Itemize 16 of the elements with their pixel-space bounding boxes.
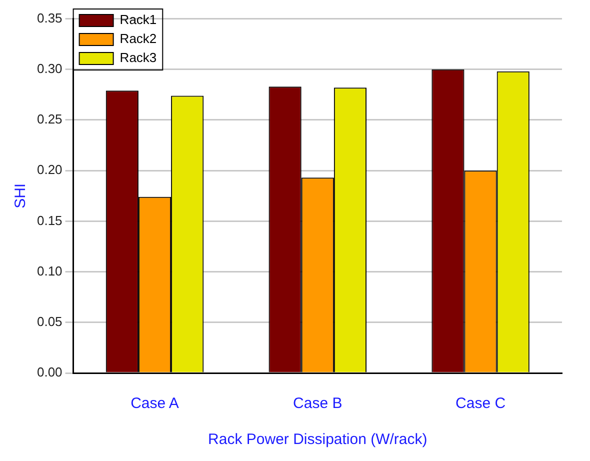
legend-label: Rack3 <box>120 50 157 66</box>
y-tick-label: 0.00 <box>36 364 62 380</box>
legend-label: Rack1 <box>120 12 157 28</box>
y-tick-label: 0.30 <box>36 60 62 76</box>
legend-label: Rack2 <box>120 31 157 46</box>
y-tick-label: 0.05 <box>36 314 62 329</box>
x-axis-title: Rack Power Dissipation (W/rack) <box>208 431 428 448</box>
x-tick-label: Case A <box>130 395 179 412</box>
y-tick-label: 0.10 <box>36 263 62 278</box>
y-tick-label: 0.20 <box>36 162 62 178</box>
y-tick-label: 0.15 <box>36 212 62 228</box>
x-tick-label: Case B <box>293 395 342 412</box>
x-tick-label: Case C <box>456 395 506 412</box>
y-tick-label: 0.35 <box>36 10 62 26</box>
y-axis-title: SHI <box>12 183 30 208</box>
y-tick-label: 0.25 <box>36 112 62 127</box>
